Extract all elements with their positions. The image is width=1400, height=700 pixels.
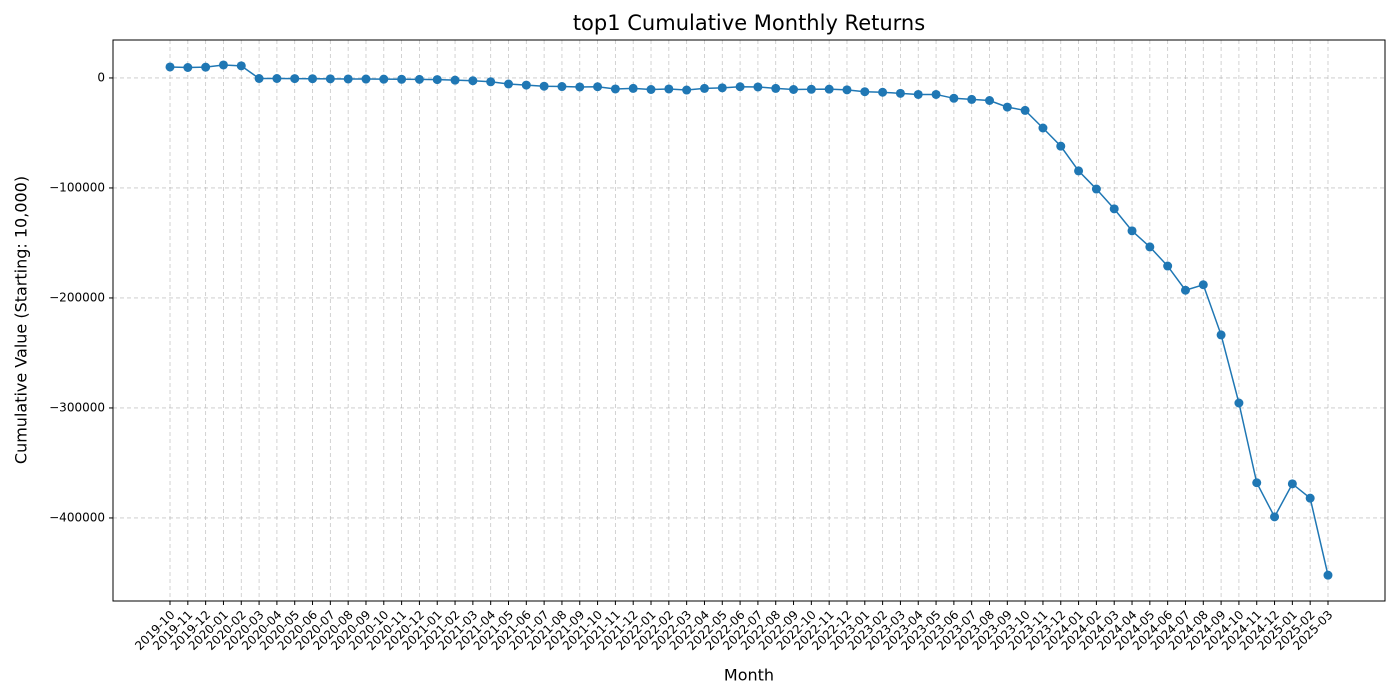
y-tick-label: 0 [97,70,105,84]
point [1198,280,1208,290]
point [593,82,603,92]
point [949,93,959,103]
point [254,74,264,83]
point [1145,242,1155,252]
point [308,74,318,84]
point [361,74,371,84]
point [1074,166,1084,176]
point [806,84,816,94]
point [272,74,282,83]
point [539,81,549,91]
point [789,85,799,94]
point [646,85,656,94]
chart-title: top1 Cumulative Monthly Returns [573,11,925,35]
point [664,84,674,94]
point [236,61,246,71]
point [503,79,513,89]
point [290,74,300,84]
point [967,94,977,104]
point [1180,285,1190,295]
point [1270,512,1280,522]
point [1234,398,1244,408]
point [1287,479,1297,489]
point [735,82,745,92]
y-tick-label: −400000 [49,510,105,524]
point [379,74,389,84]
point [468,76,478,86]
point [753,82,763,92]
point [1091,184,1101,194]
y-tick-label: −100000 [49,180,105,194]
point [1252,478,1262,488]
point [771,83,781,93]
point [183,63,193,72]
point [842,85,852,95]
point [628,83,638,93]
point [1109,204,1119,214]
point [1216,330,1226,340]
point [397,74,407,84]
point [878,87,888,97]
y-axis-label: Cumulative Value (Starting: 10,000) [12,176,31,464]
point [824,84,834,94]
point [895,88,905,98]
y-tick-label: −200000 [49,290,105,304]
point [1038,123,1048,133]
x-axis-label: Month [724,666,774,685]
line [169,64,1329,576]
point [486,77,496,87]
point [610,84,620,94]
point [1056,141,1066,151]
point [432,75,442,85]
point [931,89,941,99]
point [1020,105,1030,115]
point [1323,570,1333,580]
point [218,60,228,70]
point [450,75,460,85]
point [1002,102,1012,112]
point [1127,226,1137,236]
point [557,82,567,92]
point [717,83,727,93]
point [414,74,424,84]
plot-frame [112,39,1386,602]
point [699,83,709,93]
point [682,85,692,95]
y-tick-label: −300000 [49,400,105,414]
point [1163,261,1173,271]
point [913,89,923,99]
point [1305,493,1315,503]
point [575,82,585,92]
point [343,74,353,84]
point [201,62,211,72]
point [325,74,335,84]
point [521,80,531,90]
point [165,62,175,72]
point [860,87,870,97]
point [985,96,995,105]
